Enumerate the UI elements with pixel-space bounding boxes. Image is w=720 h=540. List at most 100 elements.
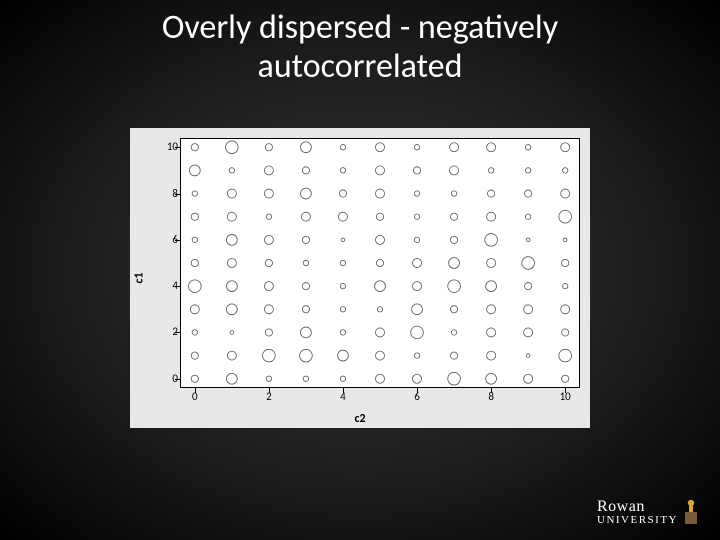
data-point [340, 283, 345, 288]
data-point [451, 191, 456, 196]
data-point [229, 168, 234, 173]
data-point [562, 329, 569, 336]
data-point [413, 259, 422, 268]
data-point [524, 374, 533, 383]
data-point [226, 281, 237, 292]
y-tick-mark [175, 332, 180, 333]
data-point [414, 353, 419, 358]
data-point [562, 168, 567, 173]
data-point [376, 374, 385, 383]
y-tick-mark [175, 286, 180, 287]
data-point [226, 373, 237, 384]
data-point [450, 213, 457, 220]
data-point [525, 145, 530, 150]
data-point [302, 306, 309, 313]
data-point [340, 330, 345, 335]
title-line-1: Overly dispersed - negatively [162, 7, 558, 48]
data-point [266, 214, 271, 219]
x-tick-mark [343, 388, 344, 393]
data-point [341, 238, 345, 242]
data-point [526, 238, 530, 242]
data-point [301, 188, 312, 199]
data-point [265, 259, 272, 266]
data-point [226, 304, 237, 315]
data-point [227, 259, 236, 268]
data-point [376, 213, 383, 220]
data-point [303, 260, 308, 265]
data-point [263, 349, 276, 362]
data-point [522, 257, 535, 270]
data-point [192, 330, 197, 335]
data-point [192, 191, 197, 196]
data-point [264, 305, 273, 314]
logo-text: Rowan UNIVERSITY [597, 499, 678, 526]
data-point [340, 168, 345, 173]
data-point [414, 145, 419, 150]
title-line-2: autocorrelated [258, 46, 463, 87]
data-point [340, 145, 345, 150]
data-point [191, 375, 198, 382]
y-tick-mark [175, 379, 180, 380]
data-point [303, 376, 308, 381]
data-point [524, 305, 533, 314]
slide: Overly dispersed - negatively autocorrel… [0, 0, 720, 540]
x-tick-mark [417, 388, 418, 393]
data-point [449, 258, 460, 269]
data-point [227, 212, 236, 221]
data-point [414, 237, 419, 242]
data-point [264, 282, 273, 291]
data-point [189, 280, 202, 293]
slide-title: Overly dispersed - negatively autocorrel… [0, 8, 720, 86]
x-tick-mark [565, 388, 566, 393]
data-point [192, 237, 197, 242]
plot-area [180, 138, 580, 388]
logo-line1: Rowan [597, 499, 678, 515]
x-tick-mark [195, 388, 196, 393]
data-point [562, 259, 569, 266]
data-point [376, 328, 385, 337]
logo-mark-icon [682, 498, 700, 526]
data-point [448, 280, 461, 293]
data-point [227, 189, 236, 198]
data-point [265, 144, 272, 151]
data-point [450, 352, 457, 359]
data-point [524, 328, 533, 337]
data-point [191, 352, 198, 359]
data-point [486, 373, 497, 384]
data-point [525, 168, 530, 173]
logo-line2: UNIVERSITY [597, 515, 678, 526]
y-tick-mark [175, 147, 180, 148]
data-point [265, 329, 272, 336]
data-point [266, 376, 271, 381]
y-tick-mark [175, 194, 180, 195]
data-point [487, 305, 496, 314]
data-point [487, 351, 496, 360]
data-point [411, 326, 424, 339]
data-point [340, 260, 345, 265]
data-point [488, 168, 493, 173]
data-point [189, 165, 200, 176]
data-point [413, 282, 422, 291]
data-point [561, 143, 570, 152]
data-point [300, 349, 313, 362]
data-point [525, 190, 532, 197]
data-point [450, 236, 457, 243]
data-point [376, 351, 385, 360]
data-point [264, 235, 273, 244]
data-point [340, 307, 345, 312]
x-tick-mark [491, 388, 492, 393]
data-point [230, 331, 234, 335]
y-tick-mark [175, 240, 180, 241]
data-point [448, 372, 461, 385]
data-point [302, 167, 309, 174]
data-point [376, 166, 385, 175]
data-point [561, 189, 570, 198]
chart-panel: c1 c2 02468100246810 [130, 128, 590, 428]
data-point [191, 144, 198, 151]
data-point [338, 212, 347, 221]
data-point [487, 328, 496, 337]
data-point [302, 236, 309, 243]
data-point [301, 142, 312, 153]
data-point [264, 166, 273, 175]
data-point [563, 238, 567, 242]
